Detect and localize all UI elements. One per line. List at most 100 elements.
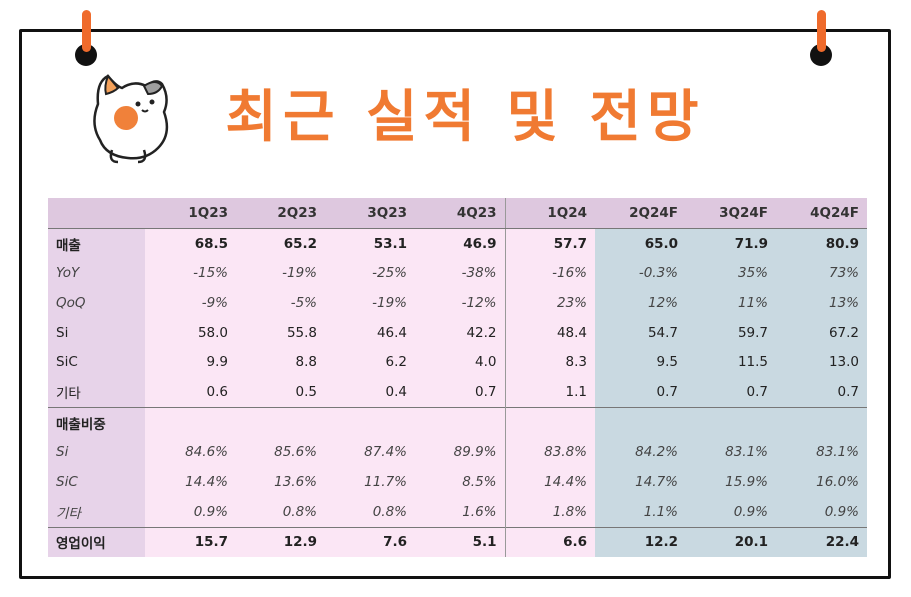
table-cell: 6.2 [325, 347, 415, 378]
header-cell: 3Q24F [686, 198, 776, 229]
table-cell: 13.0 [776, 347, 867, 378]
table-cell: 0.7 [595, 377, 686, 408]
table-cell [325, 406, 415, 438]
row-label: Si [48, 437, 145, 468]
table-cell: 0.9% [776, 496, 867, 528]
table-cell: 15.9% [686, 467, 776, 497]
table-cell: -9% [145, 288, 236, 318]
table-cell: 84.6% [145, 437, 236, 468]
table-cell: 0.7 [415, 377, 505, 408]
table-cell: 48.4 [504, 317, 595, 348]
row-label: 기타 [48, 496, 145, 528]
header-cell: 2Q24F [595, 198, 686, 229]
table-cell: 14.4% [504, 467, 595, 497]
table-row: YoY -15% -19% -25% -38% -16% -0.3% 35% 73% [48, 258, 867, 289]
header-cell: 3Q23 [325, 198, 415, 229]
pin-left [82, 10, 91, 52]
page-title: 최근 실적 및 전망 [225, 85, 705, 150]
table-cell: 73% [776, 258, 867, 289]
table-cell: -12% [415, 288, 505, 318]
row-label: QoQ [48, 288, 145, 318]
table-cell: 65.2 [236, 228, 325, 259]
table-cell: 0.7 [776, 377, 867, 408]
table-cell: 16.0% [776, 467, 867, 497]
header-row: 1Q23 2Q23 3Q23 4Q23 1Q24 2Q24F 3Q24F 4Q2… [48, 198, 867, 229]
table-cell: 67.2 [776, 317, 867, 348]
table-cell: 11.7% [325, 467, 415, 497]
pin-left-base [75, 44, 97, 66]
table-cell: 8.3 [504, 347, 595, 378]
table-cell: 12.2 [595, 526, 686, 558]
table-cell: 23% [504, 288, 595, 318]
table-cell: 0.4 [325, 377, 415, 408]
table-cell: 46.9 [415, 228, 505, 259]
table-cell: 0.9% [145, 496, 236, 528]
table-cell: 20.1 [686, 526, 776, 558]
table-cell: 0.9% [686, 496, 776, 528]
pin-right [817, 10, 826, 52]
table-cell: 89.9% [415, 437, 505, 468]
row-label: 영업이익 [48, 526, 145, 558]
table-row: Si 58.0 55.8 46.4 42.2 48.4 54.7 59.7 67.2 [48, 317, 867, 348]
table-cell [686, 406, 776, 438]
table-cell: 55.8 [236, 317, 325, 348]
table-cell [145, 406, 236, 438]
table-row: 영업이익 15.7 12.9 7.6 5.1 6.6 12.2 20.1 22.4 [48, 526, 867, 558]
table-cell: 12.9 [236, 526, 325, 558]
cat-mascot-icon [93, 74, 169, 164]
table-cell: 7.6 [325, 526, 415, 558]
pin-right-base [810, 44, 832, 66]
table-cell: 1.1 [504, 377, 595, 408]
table-cell: 11% [686, 288, 776, 318]
table-cell: 5.1 [415, 526, 505, 558]
table-row: 기타 0.9% 0.8% 0.8% 1.6% 1.8% 1.1% 0.9% 0.9% [48, 496, 867, 528]
table-cell: 1.1% [595, 496, 686, 528]
table-cell [504, 406, 595, 438]
table-cell [776, 406, 867, 438]
table-cell: -19% [325, 288, 415, 318]
table-cell: 83.1% [776, 437, 867, 468]
table-cell: -15% [145, 258, 236, 289]
header-cell: 2Q23 [236, 198, 325, 229]
table-cell: 12% [595, 288, 686, 318]
row-label: SiC [48, 347, 145, 378]
table-cell: 13% [776, 288, 867, 318]
table-cell: 0.7 [686, 377, 776, 408]
header-cell: 4Q23 [415, 198, 505, 229]
table-cell: 53.1 [325, 228, 415, 259]
row-label: Si [48, 317, 145, 348]
table-cell: 35% [686, 258, 776, 289]
table-cell: 9.9 [145, 347, 236, 378]
table-cell: -19% [236, 258, 325, 289]
table-cell: 65.0 [595, 228, 686, 259]
table-cell: 6.6 [504, 526, 595, 558]
row-label: 기타 [48, 377, 145, 408]
table-cell: 83.1% [686, 437, 776, 468]
table-cell: 14.4% [145, 467, 236, 497]
table-cell: 8.5% [415, 467, 505, 497]
table-cell: 0.8% [325, 496, 415, 528]
table-cell: 0.5 [236, 377, 325, 408]
table-cell: 13.6% [236, 467, 325, 497]
table-cell: 14.7% [595, 467, 686, 497]
table-cell: 9.5 [595, 347, 686, 378]
row-label: YoY [48, 258, 145, 289]
table-cell: 68.5 [145, 228, 236, 259]
table-cell: 11.5 [686, 347, 776, 378]
row-label: 매출 [48, 228, 145, 259]
table-cell: 1.6% [415, 496, 505, 528]
table-row: 매출 68.5 65.2 53.1 46.9 57.7 65.0 71.9 80.9 [48, 228, 867, 259]
table-row: SiC 14.4% 13.6% 11.7% 8.5% 14.4% 14.7% 15.9% 16.… [48, 467, 867, 497]
table-cell [415, 406, 505, 438]
header-cell: 1Q24 [504, 198, 595, 229]
table-cell: 57.7 [504, 228, 595, 259]
table-cell: 80.9 [776, 228, 867, 259]
table-cell [236, 406, 325, 438]
table-cell: 8.8 [236, 347, 325, 378]
table-cell: -25% [325, 258, 415, 289]
table-cell: 4.0 [415, 347, 505, 378]
row-label: 매출비중 [48, 406, 145, 438]
table-cell: -0.3% [595, 258, 686, 289]
table-cell: 85.6% [236, 437, 325, 468]
table-row: QoQ -9% -5% -19% -12% 23% 12% 11% 13% [48, 288, 867, 318]
